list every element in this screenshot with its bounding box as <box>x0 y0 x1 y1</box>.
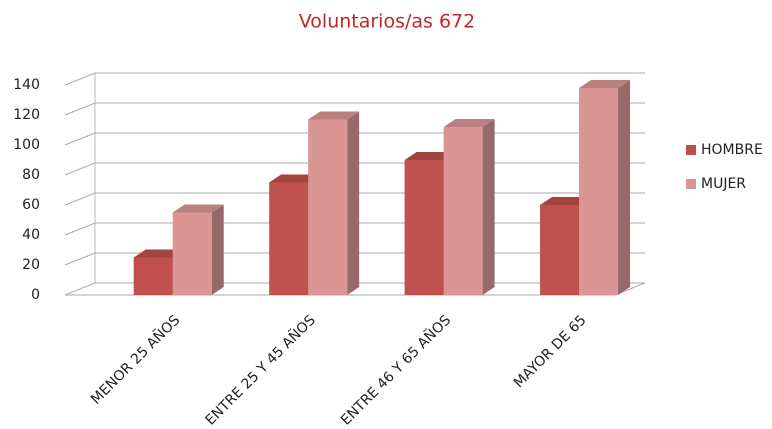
bar-front <box>269 182 309 295</box>
bar-top <box>540 197 592 205</box>
x-tick-label: ENTRE 46 Y 65 AÑOS <box>337 312 454 429</box>
legend-label: MUJER <box>701 176 746 192</box>
y-tick-label: 0 <box>31 287 40 303</box>
bar <box>172 204 224 295</box>
bar-front <box>308 119 348 295</box>
x-tick-label: ENTRE 25 Y 45 AÑOS <box>202 312 319 429</box>
bar-top <box>133 249 185 258</box>
bar-side <box>347 111 360 295</box>
legend-label: HOMBRE <box>701 142 763 158</box>
y-tick-label: 80 <box>22 167 40 183</box>
y-tick-label: 120 <box>13 107 40 123</box>
grid-line <box>64 102 645 116</box>
bar-side <box>618 80 631 295</box>
chart-title: Voluntarios/as 672 <box>299 11 475 33</box>
bar-top <box>443 119 495 127</box>
bar <box>579 80 631 295</box>
y-tick-label: 40 <box>22 227 40 243</box>
legend-swatch <box>686 179 696 189</box>
y-tick-label: 20 <box>22 257 40 273</box>
bar-top <box>172 204 224 213</box>
y-tick-label: 100 <box>13 137 40 153</box>
legend-swatch <box>686 145 696 155</box>
bar-top <box>404 152 456 160</box>
bar-front <box>540 205 580 295</box>
bar-top <box>579 80 631 88</box>
bar <box>308 111 360 295</box>
bar-front <box>443 127 483 295</box>
grid-line <box>64 72 645 86</box>
bar-side <box>482 119 495 295</box>
bar-top <box>269 174 321 183</box>
x-tick-label: MAYOR DE 65 <box>511 312 590 391</box>
bar-front <box>133 257 173 295</box>
bar-front <box>579 88 619 295</box>
bar-front <box>404 160 444 295</box>
bar-front <box>172 212 212 295</box>
y-tick-label: 140 <box>13 77 40 93</box>
bar-side <box>211 204 224 295</box>
bar <box>443 119 495 295</box>
bar-top <box>308 111 360 120</box>
y-tick-label: 60 <box>22 197 40 213</box>
x-tick-label: MENOR 25 AÑOS <box>87 312 183 408</box>
